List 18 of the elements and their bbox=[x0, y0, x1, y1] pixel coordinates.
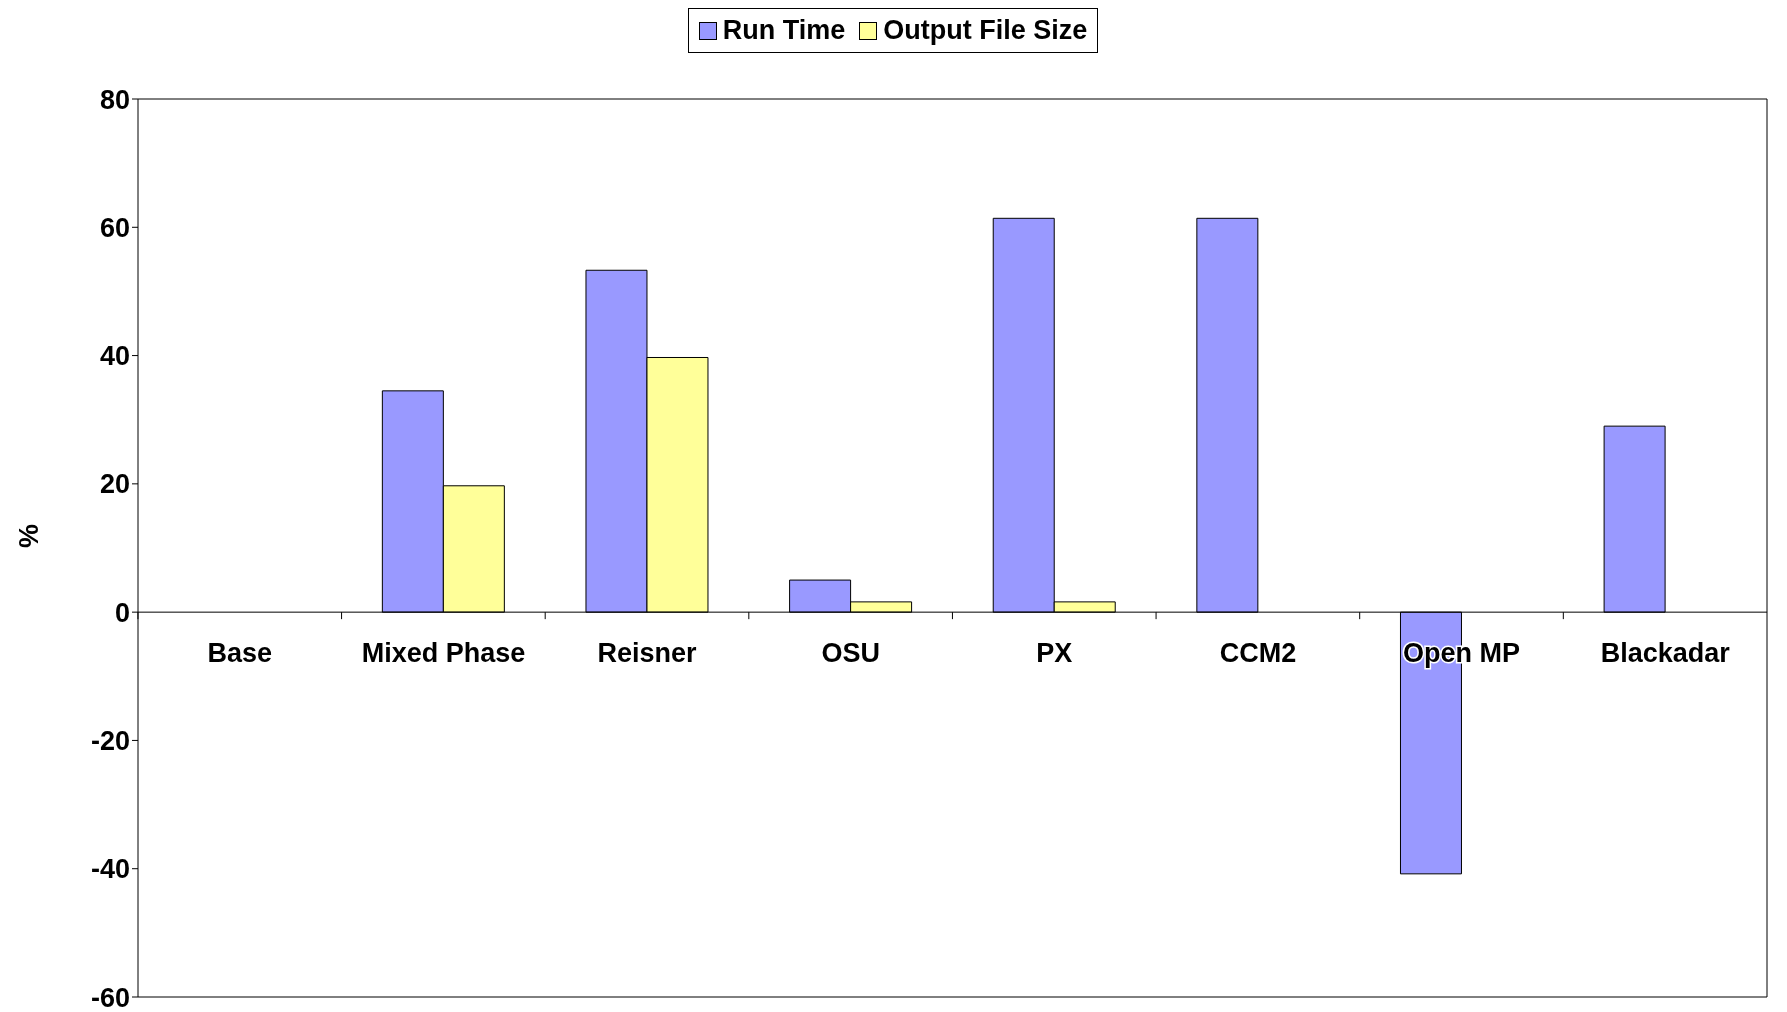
x-tick-label: Base bbox=[207, 638, 273, 669]
y-tick-label: -60 bbox=[90, 982, 130, 1012]
y-axis-title: % bbox=[13, 523, 44, 548]
legend-label: Run Time bbox=[721, 15, 846, 46]
y-tick-label: 40 bbox=[99, 341, 130, 372]
x-tick-label: PX bbox=[1036, 638, 1073, 669]
y-tick-label: 60 bbox=[99, 212, 130, 243]
x-tick-label: Reisner bbox=[597, 638, 698, 669]
y-tick-label: -40 bbox=[90, 854, 130, 885]
y-tick-label: 80 bbox=[99, 84, 130, 115]
x-tick-label: Blackadar bbox=[1600, 638, 1731, 669]
y-tick-label: 20 bbox=[99, 469, 130, 500]
legend-label: Output File Size bbox=[882, 15, 1088, 46]
y-tick-label: 0 bbox=[114, 597, 130, 628]
x-tick-label: CCM2 bbox=[1219, 638, 1297, 669]
x-tick-label: Mixed Phase bbox=[361, 638, 526, 669]
y-tick-label: -20 bbox=[90, 726, 130, 757]
x-tick-label: OSU bbox=[821, 638, 880, 669]
